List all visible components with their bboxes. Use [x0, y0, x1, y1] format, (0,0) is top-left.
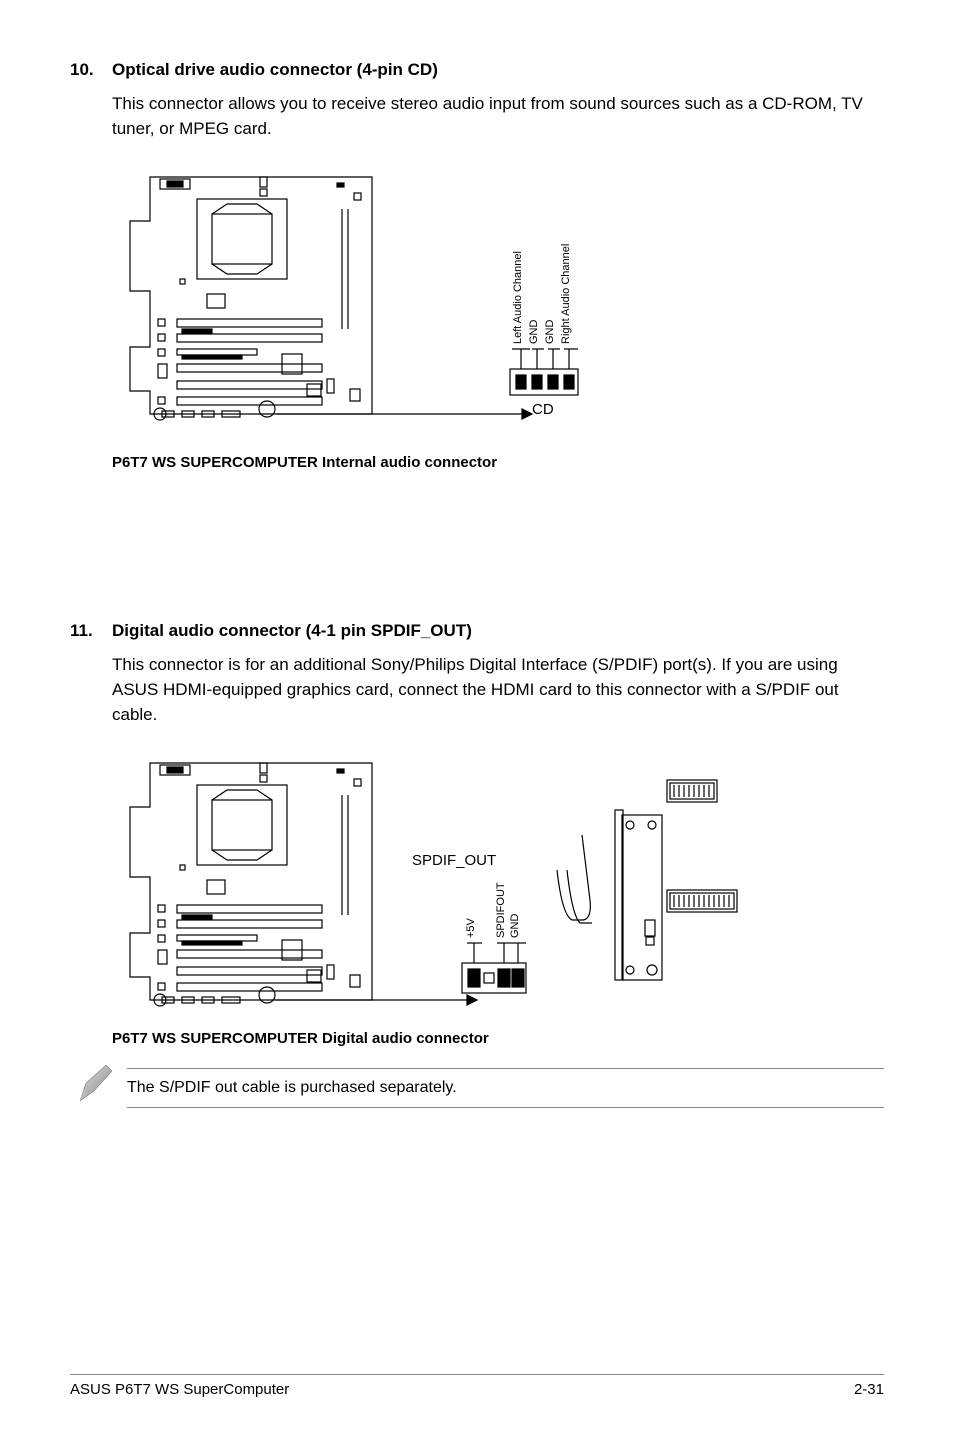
section-title: Optical drive audio connector (4-pin CD) — [112, 60, 438, 80]
connector-label: CD — [532, 401, 554, 418]
footer-left: ASUS P6T7 WS SuperComputer — [70, 1381, 289, 1398]
section-number: 10. — [70, 60, 112, 80]
pin-label: +5V — [465, 918, 477, 939]
pin-label: GND — [544, 320, 556, 345]
pencil-icon — [72, 1061, 127, 1114]
connector-label: SPDIF_OUT — [412, 852, 496, 869]
heading-row-10: 10. Optical drive audio connector (4-pin… — [70, 60, 884, 80]
heading-row-11: 11. Digital audio connector (4-1 pin SPD… — [70, 621, 884, 641]
diagram-spdif: +5V SPDIFOUT GND SPDIF_OUT — [112, 745, 884, 1020]
diagram-caption: P6T7 WS SUPERCOMPUTER Internal audio con… — [112, 454, 884, 471]
section-body: This connector allows you to receive ste… — [112, 92, 884, 141]
note-row: The S/PDIF out cable is purchased separa… — [72, 1061, 884, 1114]
pin-label: SPDIFOUT — [495, 882, 507, 938]
footer-right: 2-31 — [854, 1381, 884, 1398]
section-body: This connector is for an additional Sony… — [112, 653, 884, 727]
pin-label: GND — [509, 914, 521, 939]
section-10: 10. Optical drive audio connector (4-pin… — [70, 60, 884, 471]
page-footer: ASUS P6T7 WS SuperComputer 2-31 — [70, 1374, 884, 1398]
section-number: 11. — [70, 621, 112, 641]
section-title: Digital audio connector (4-1 pin SPDIF_O… — [112, 621, 472, 641]
note-text: The S/PDIF out cable is purchased separa… — [127, 1068, 884, 1108]
diagram-cd: Left Audio Channel GND GND Right Audio C… — [112, 159, 884, 444]
pin-label: Left Audio Channel — [512, 251, 524, 344]
diagram-caption: P6T7 WS SUPERCOMPUTER Digital audio conn… — [112, 1030, 884, 1047]
pin-label: Right Audio Channel — [560, 244, 572, 344]
section-11: 11. Digital audio connector (4-1 pin SPD… — [70, 621, 884, 1114]
pin-label: GND — [528, 320, 540, 345]
